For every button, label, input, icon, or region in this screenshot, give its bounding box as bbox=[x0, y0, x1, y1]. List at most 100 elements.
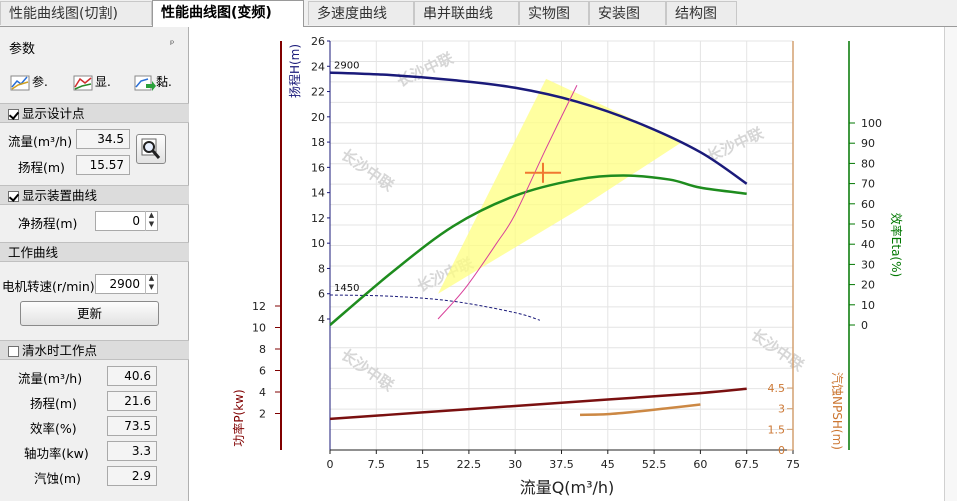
efficiency-tick-label: 40 bbox=[861, 238, 875, 251]
head-tick-label: 8 bbox=[318, 262, 325, 275]
tab-4[interactable]: 串并联曲线 bbox=[414, 1, 519, 25]
x-tick-label: 15 bbox=[416, 458, 430, 471]
tab-1[interactable]: 性能曲线图(切割) bbox=[0, 1, 152, 25]
motor-speed-spinner[interactable]: ▲ ▼ bbox=[145, 274, 157, 294]
watermark-text: 长沙中联 bbox=[338, 146, 398, 196]
watermark-text: 长沙中联 bbox=[394, 49, 457, 91]
efficiency-tick-label: 80 bbox=[861, 157, 875, 170]
series-line-2900 bbox=[329, 71, 748, 185]
params-tool-button[interactable]: 参. bbox=[10, 71, 48, 93]
x-tick-label: 67.5 bbox=[734, 458, 759, 471]
design-head-label: 扬程(m) bbox=[18, 160, 65, 175]
design-point-checkbox[interactable] bbox=[8, 109, 19, 120]
series-line-power-3 bbox=[329, 387, 747, 421]
water-efficiency-value: 73.5 bbox=[107, 416, 157, 436]
head-tick-label: 18 bbox=[311, 136, 325, 149]
tab-bar: 性能曲线图(切割) 性能曲线图(变频) 多速度曲线 串并联曲线 实物图 安装图 结构图 bbox=[0, 0, 957, 27]
x-tick-label: 75 bbox=[786, 458, 800, 471]
x-tick-label: 60 bbox=[693, 458, 707, 471]
operating-region bbox=[438, 78, 682, 294]
x-tick-label: 30 bbox=[508, 458, 522, 471]
design-point-section[interactable]: 显示设计点 bbox=[0, 103, 189, 123]
x-tick-label: 22.5 bbox=[457, 458, 482, 471]
design-head-field[interactable]: 15.57 bbox=[76, 155, 130, 175]
design-flow-label: 流量(m³/h) bbox=[8, 134, 73, 149]
design-point-label: 显示设计点 bbox=[22, 106, 85, 121]
water-point-label: 清水时工作点 bbox=[22, 343, 98, 358]
design-flow-field[interactable]: 34.5 bbox=[76, 129, 130, 149]
water-power-label: 轴功率(kw) bbox=[24, 446, 89, 461]
tab-7[interactable]: 结构图 bbox=[666, 1, 737, 25]
water-head-label: 扬程(m) bbox=[30, 396, 77, 411]
head-tick-label: 16 bbox=[311, 161, 325, 174]
efficiency-axis-title: 效率Eta(%) bbox=[889, 213, 904, 277]
locate-point-button[interactable] bbox=[136, 134, 166, 164]
water-flow-value: 40.6 bbox=[107, 366, 157, 386]
system-curve-checkbox[interactable] bbox=[8, 191, 19, 202]
water-point-section[interactable]: 清水时工作点 bbox=[0, 340, 189, 360]
system-curve-label: 显示装置曲线 bbox=[22, 188, 98, 203]
power-tick-label: 12 bbox=[252, 300, 266, 313]
pin-icon[interactable]: ᵖ bbox=[170, 39, 175, 50]
tab-2[interactable]: 性能曲线图(变频) bbox=[152, 0, 304, 27]
x-tick-label: 52.5 bbox=[642, 458, 667, 471]
magnifier-icon bbox=[141, 138, 161, 159]
efficiency-tick-label: 30 bbox=[861, 258, 875, 271]
paste-tool-button[interactable]: 黏. bbox=[134, 71, 172, 93]
working-curve-section: 工作曲线 bbox=[0, 242, 189, 262]
npsh-axis-title: 汽蚀NPSH(m) bbox=[830, 372, 845, 450]
head-tick-label: 4 bbox=[318, 313, 325, 326]
efficiency-tick-label: 0 bbox=[861, 319, 868, 332]
power-tick-label: 4 bbox=[259, 386, 266, 399]
efficiency-tick-label: 50 bbox=[861, 218, 875, 231]
paste-tool-label: 黏. bbox=[156, 75, 172, 89]
x-tick-label: 37.5 bbox=[549, 458, 574, 471]
head-tick-label: 22 bbox=[311, 86, 325, 99]
params-tool-label: 参. bbox=[32, 75, 48, 89]
series-line-npsh-4 bbox=[579, 403, 701, 417]
npsh-tick-label: 1.5 bbox=[768, 423, 786, 436]
static-head-spinner[interactable]: ▲ ▼ bbox=[145, 211, 157, 231]
water-power-value: 3.3 bbox=[107, 441, 157, 461]
chart-display-icon bbox=[73, 75, 93, 90]
head-tick-label: 10 bbox=[311, 237, 325, 250]
display-tool-button[interactable]: 显. bbox=[73, 71, 111, 93]
vertical-scrollbar[interactable] bbox=[944, 27, 957, 501]
update-button[interactable]: 更新 bbox=[20, 301, 159, 326]
head-tick-label: 24 bbox=[311, 60, 325, 73]
chart-paste-icon bbox=[134, 75, 156, 91]
motor-speed-field[interactable]: 2900 bbox=[95, 274, 158, 294]
x-tick-label: 0 bbox=[327, 458, 334, 471]
panel-title: 参数 bbox=[9, 42, 36, 57]
performance-chart-area: 长沙中联 长沙中联 长沙中联 长沙中联 长沙中联 长沙中联 0 7.5 15 22.5 30 37.5… bbox=[190, 27, 944, 501]
efficiency-tick-label: 60 bbox=[861, 198, 875, 211]
motor-speed-label: 电机转速(r/min) bbox=[2, 279, 95, 294]
series-line-head-5 bbox=[437, 85, 578, 320]
npsh-tick-label: 3 bbox=[778, 403, 785, 416]
watermark-text: 长沙中联 bbox=[338, 346, 398, 396]
head-tick-label: 26 bbox=[311, 35, 325, 48]
npsh-tick-label: 4.5 bbox=[768, 382, 786, 395]
water-point-checkbox[interactable] bbox=[8, 346, 19, 357]
tab-3[interactable]: 多速度曲线 bbox=[308, 1, 414, 25]
power-tick-label: 6 bbox=[259, 365, 266, 378]
x-tick-label: 45 bbox=[601, 458, 615, 471]
power-tick-label: 2 bbox=[259, 408, 266, 421]
water-head-value: 21.6 bbox=[107, 391, 157, 411]
system-curve-section[interactable]: 显示装置曲线 bbox=[0, 185, 189, 205]
head-tick-label: 14 bbox=[311, 187, 325, 200]
water-efficiency-label: 效率(%) bbox=[30, 421, 77, 436]
tab-5[interactable]: 实物图 bbox=[519, 1, 589, 25]
efficiency-tick-label: 90 bbox=[861, 137, 875, 150]
static-head-field[interactable]: 0 bbox=[95, 211, 158, 231]
series-label: 1450 bbox=[334, 283, 359, 294]
npsh-tick-label: 0 bbox=[778, 444, 785, 457]
head-axis-title: 扬程H(m) bbox=[287, 44, 302, 98]
efficiency-tick-label: 70 bbox=[861, 178, 875, 191]
series-line-1450 bbox=[329, 294, 541, 321]
power-axis-title: 功率P(kw) bbox=[231, 389, 246, 446]
head-tick-label: 20 bbox=[311, 111, 325, 124]
chart-params-icon bbox=[10, 75, 30, 90]
tab-6[interactable]: 安装图 bbox=[589, 1, 666, 25]
water-flow-label: 流量(m³/h) bbox=[18, 371, 83, 386]
